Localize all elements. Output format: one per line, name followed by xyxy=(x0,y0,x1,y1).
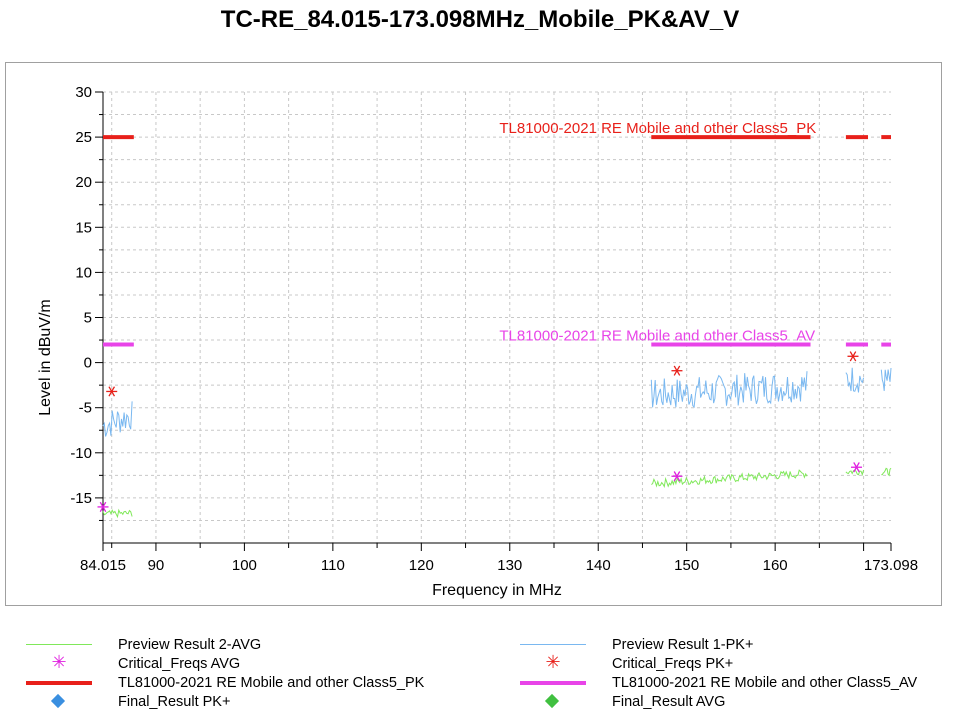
y-tick-label: 30 xyxy=(75,84,92,101)
y-tick-label: 25 xyxy=(75,129,92,146)
legend-symbol: ✳ xyxy=(545,652,561,672)
legend-label: Final_Result PK+ xyxy=(118,694,231,710)
legend-label: Critical_Freqs AVG xyxy=(118,656,241,672)
x-tick-label: 90 xyxy=(148,557,165,574)
series-line xyxy=(102,401,133,437)
y-tick-label: 10 xyxy=(75,264,92,281)
chart-svg: 30 25 20 15 10 5 0 -5 -10 -15 84.015 90 100 110 120 130… xyxy=(37,84,918,599)
legend-item: Final_Result AVG xyxy=(520,693,725,711)
plot-panel: 30 25 20 15 10 5 0 -5 -10 -15 84.015 90 100 110 120 130… xyxy=(5,62,942,606)
legend-label: Preview Result 2-AVG xyxy=(118,637,262,653)
x-tick-label: 120 xyxy=(409,557,434,574)
legend-item: TL81000-2021 RE Mobile and other Class5_… xyxy=(26,674,424,692)
legend-label: Critical_Freqs PK+ xyxy=(612,656,734,672)
series-line xyxy=(845,367,865,393)
x-tick-label: 140 xyxy=(586,557,611,574)
critical-freq-marker xyxy=(106,386,118,397)
legend-symbol: ✳ xyxy=(51,652,67,672)
series-line xyxy=(650,371,808,409)
x-tick-label: 130 xyxy=(497,557,522,574)
series-line xyxy=(881,467,892,477)
legend-item: ✳ Critical_Freqs PK+ xyxy=(520,652,734,673)
y-tick-label: 20 xyxy=(75,174,92,191)
legend-label: TL81000-2021 RE Mobile and other Class5_… xyxy=(612,675,918,691)
critical-freq-marker xyxy=(851,462,863,473)
limit-tl81000-2021-re-mobile-and-other-class5-av: TL81000-2021 RE Mobile and other Class5_… xyxy=(103,328,891,347)
star-stroke xyxy=(853,462,860,473)
legend-symbol xyxy=(26,674,92,692)
star-stroke xyxy=(673,365,681,376)
x-ticks: 84.015 90 100 110 120 130 140 150 160 173.098 xyxy=(80,543,918,574)
limit-label: TL81000-2021 RE Mobile and other Class5_… xyxy=(499,328,815,345)
chart-title: TC-RE_84.015-173.098MHz_Mobile_PK&AV_V xyxy=(220,6,740,33)
series-critical-freqs-avg xyxy=(97,462,863,513)
grid-lines xyxy=(103,91,891,543)
series-line xyxy=(651,469,808,488)
y-axis-title: Level in dBuV/m xyxy=(37,299,54,416)
x-tick-label: 110 xyxy=(321,557,345,574)
legend-symbol xyxy=(26,693,92,711)
x-tick-label: 100 xyxy=(232,557,257,574)
y-tick-label: -15 xyxy=(70,490,92,507)
x-tick-label: 150 xyxy=(674,557,699,574)
legend-label: Preview Result 1-PK+ xyxy=(612,637,754,653)
legend-label: TL81000-2021 RE Mobile and other Class5_… xyxy=(118,675,425,691)
x-tick-label: 84.015 xyxy=(80,557,126,574)
legend-symbol xyxy=(520,636,586,654)
series-preview-result-1-pk- xyxy=(102,367,892,437)
y-tick-label: -5 xyxy=(79,400,92,417)
y-tick-label: 5 xyxy=(84,310,92,327)
series-line xyxy=(102,508,133,519)
y-tick-label: -10 xyxy=(70,445,92,462)
y-ticks: 30 25 20 15 10 5 0 -5 -10 -15 xyxy=(70,84,103,521)
legend-item: Preview Result 1-PK+ xyxy=(520,636,753,654)
legend-item: TL81000-2021 RE Mobile and other Class5_… xyxy=(520,674,917,692)
star-stroke xyxy=(99,501,107,513)
legend-symbol xyxy=(520,693,586,711)
series-line xyxy=(880,367,892,391)
legend-item: Preview Result 2-AVG xyxy=(26,636,261,654)
critical-freq-marker xyxy=(847,351,859,362)
limit-tl81000-2021-re-mobile-and-other-class5-pk: TL81000-2021 RE Mobile and other Class5_… xyxy=(103,120,891,140)
legend-label: Final_Result AVG xyxy=(612,694,726,710)
x-axis-title: Frequency in MHz xyxy=(432,582,562,599)
legend-symbol xyxy=(26,636,92,654)
x-tick-label: 160 xyxy=(763,557,788,574)
legend: Preview Result 2-AVG Preview Result 1-PK+… xyxy=(0,634,960,719)
x-tick-label: 173.098 xyxy=(864,557,918,574)
y-tick-label: 15 xyxy=(75,219,92,236)
star-stroke xyxy=(849,351,857,362)
limit-label: TL81000-2021 RE Mobile and other Class5_… xyxy=(499,120,816,137)
legend-symbol xyxy=(520,674,586,692)
star-stroke xyxy=(673,471,681,482)
legend-item: Final_Result PK+ xyxy=(26,693,230,711)
critical-freq-marker xyxy=(97,501,109,513)
series-preview-result-2-avg xyxy=(102,467,892,519)
star-stroke xyxy=(108,386,116,397)
series-critical-freqs-pk- xyxy=(106,351,859,397)
critical-freq-marker xyxy=(671,471,683,482)
y-tick-label: 0 xyxy=(84,355,92,372)
critical-freq-marker xyxy=(671,365,683,376)
legend-item: ✳ Critical_Freqs AVG xyxy=(26,652,241,673)
